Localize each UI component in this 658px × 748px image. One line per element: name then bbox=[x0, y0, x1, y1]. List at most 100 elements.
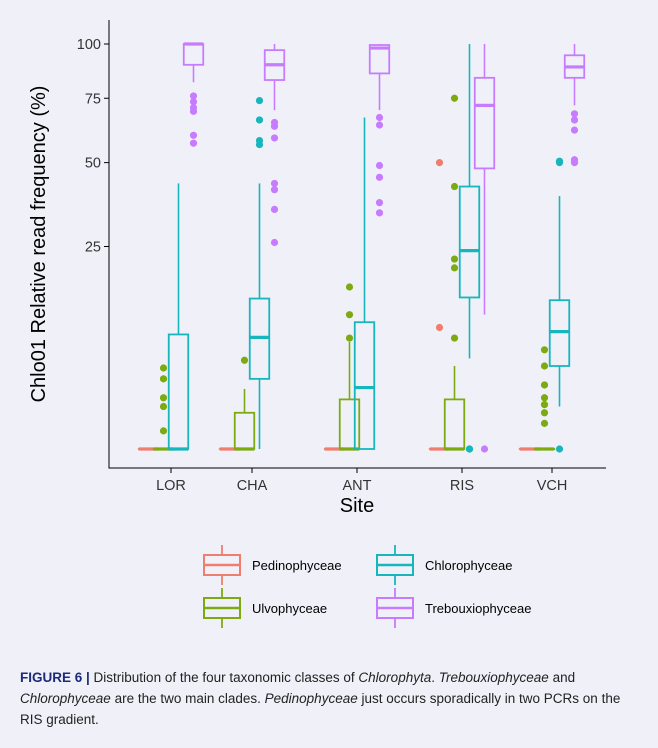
outlier-point bbox=[189, 92, 198, 100]
outlier-point bbox=[540, 419, 549, 427]
box-chlorophyceae-ris bbox=[458, 44, 481, 453]
legend-label: Ulvophyceae bbox=[252, 601, 327, 616]
box-body bbox=[338, 398, 361, 450]
legend-item-trebouxiophyceae: Trebouxiophyceae bbox=[376, 588, 531, 628]
caption-text-run: Pedinophyceae bbox=[264, 691, 358, 706]
x-axis-title: Site bbox=[340, 495, 374, 517]
legend-label: Trebouxiophyceae bbox=[425, 601, 531, 616]
y-tick-label: 25 bbox=[85, 240, 101, 256]
caption-text-run: just occurs sporadically in two PCRs on … bbox=[20, 691, 621, 727]
caption-text-run: Chlorophyceae bbox=[20, 691, 111, 706]
outlier-point bbox=[270, 186, 279, 194]
outlier-point bbox=[345, 283, 354, 291]
outlier-point bbox=[240, 356, 249, 364]
box-chlorophyceae-ant bbox=[353, 117, 376, 450]
outlier-point bbox=[270, 205, 279, 213]
legend-label: Pedinophyceae bbox=[252, 558, 342, 573]
outlier-point bbox=[189, 107, 198, 115]
outlier-point bbox=[255, 116, 264, 124]
x-tick-label: LOR bbox=[156, 478, 186, 494]
outlier-point bbox=[450, 94, 459, 102]
outlier-point bbox=[189, 98, 198, 106]
box-ulvophyceae-cha bbox=[233, 356, 256, 451]
box-ulvophyceae-ris bbox=[443, 94, 466, 451]
outlier-point bbox=[570, 116, 579, 124]
outlier-point bbox=[270, 238, 279, 247]
outlier-point bbox=[345, 334, 354, 342]
box-body bbox=[443, 398, 466, 450]
y-axis-title: Chlo01 Relative read frequency (%) bbox=[28, 86, 50, 403]
caption-text-run: Trebouxiophyceae bbox=[438, 670, 549, 685]
outlier-point bbox=[270, 122, 279, 130]
box-pedinophyceae-ris bbox=[428, 159, 451, 451]
box-body bbox=[167, 333, 190, 450]
outlier-point bbox=[270, 179, 279, 188]
outlier-point bbox=[465, 445, 474, 453]
outlier-point bbox=[450, 255, 459, 263]
outlier-point bbox=[570, 159, 579, 167]
caption-text-run: Chlorophyta bbox=[358, 670, 432, 685]
legend-item-pedinophyceae: Pedinophyceae bbox=[203, 545, 342, 585]
outlier-point bbox=[540, 401, 549, 409]
x-tick-label: VCH bbox=[537, 478, 568, 494]
outlier-point bbox=[159, 427, 168, 435]
outlier-point bbox=[255, 140, 264, 149]
box-trebouxiophyceae-ant bbox=[368, 44, 391, 217]
outlier-point bbox=[450, 264, 459, 272]
outlier-point bbox=[450, 334, 459, 342]
outlier-point bbox=[375, 121, 384, 129]
outlier-point bbox=[570, 126, 579, 134]
x-tick-label: RIS bbox=[450, 478, 474, 494]
y-tick-label: 50 bbox=[85, 156, 101, 172]
outlier-point bbox=[540, 346, 549, 354]
caption-text-run: are the two main clades. bbox=[110, 691, 265, 706]
x-tick-label: CHA bbox=[237, 478, 268, 494]
outlier-point bbox=[540, 381, 549, 389]
caption-text-run: . bbox=[431, 670, 439, 685]
box-body bbox=[233, 411, 256, 450]
outlier-point bbox=[435, 323, 444, 332]
box-chlorophyceae-vch bbox=[548, 157, 571, 453]
y-axis-ticks: 25 50 75 100 bbox=[77, 37, 109, 256]
outlier-point bbox=[159, 402, 168, 411]
outlier-point bbox=[159, 364, 168, 372]
box-body bbox=[353, 321, 376, 450]
box-trebouxiophyceae-vch bbox=[563, 44, 586, 167]
box-ulvophyceae-lor bbox=[152, 364, 175, 451]
outlier-point bbox=[435, 159, 444, 167]
box-body bbox=[368, 44, 391, 75]
outlier-point bbox=[450, 182, 459, 191]
y-tick-label: 75 bbox=[85, 91, 101, 107]
outlier-point bbox=[540, 394, 549, 402]
outlier-point bbox=[540, 409, 549, 417]
outlier-point bbox=[270, 134, 279, 142]
plot-area bbox=[108, 20, 606, 469]
outlier-point bbox=[375, 209, 384, 217]
outlier-point bbox=[159, 394, 168, 402]
legend-item-ulvophyceae: Ulvophyceae bbox=[203, 588, 327, 628]
box-body bbox=[182, 43, 205, 66]
outlier-point bbox=[159, 375, 168, 383]
boxplot-chart: 25 50 75 100 LOR CHA ANT RIS VCH Chlo01 Relativ… bbox=[28, 20, 606, 628]
outlier-point bbox=[540, 362, 549, 370]
caption-figure-label: FIGURE 6 | bbox=[20, 670, 90, 685]
caption-text-run: and bbox=[548, 670, 576, 685]
outlier-point bbox=[480, 445, 489, 453]
box-trebouxiophyceae-lor bbox=[182, 42, 205, 147]
outlier-point bbox=[255, 97, 264, 105]
box-body bbox=[458, 185, 481, 299]
outlier-point bbox=[189, 131, 198, 139]
outlier-point bbox=[375, 113, 384, 122]
figure-caption: FIGURE 6 | Distribution of the four taxo… bbox=[20, 667, 640, 730]
x-tick-label: ANT bbox=[343, 478, 372, 494]
outlier-point bbox=[375, 173, 384, 181]
outlier-point bbox=[555, 159, 564, 167]
outlier-point bbox=[375, 161, 384, 170]
outlier-point bbox=[189, 139, 198, 147]
box-chlorophyceae-cha bbox=[248, 97, 271, 449]
outlier-point bbox=[555, 445, 564, 453]
box-ulvophyceae-ant bbox=[338, 283, 361, 451]
box-body bbox=[473, 76, 496, 170]
box-trebouxiophyceae-cha bbox=[263, 44, 286, 247]
